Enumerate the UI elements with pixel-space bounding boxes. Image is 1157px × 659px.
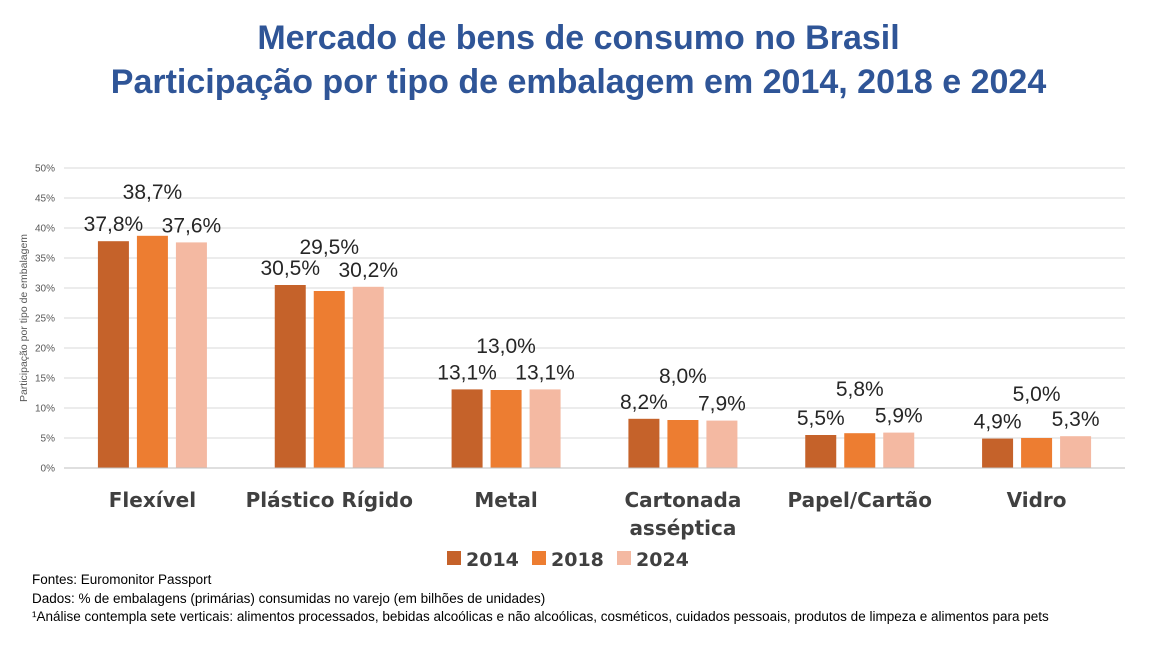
y-tick-label: 10% bbox=[35, 404, 55, 415]
data-label-2014: 8,2% bbox=[620, 391, 668, 414]
y-axis-title: Participação por tipo de embalagem bbox=[18, 234, 30, 402]
y-tick-label: 45% bbox=[35, 194, 55, 205]
y-tick-label: 50% bbox=[35, 164, 55, 175]
legend-label-2024: 2024 bbox=[636, 549, 689, 571]
y-tick-label: 25% bbox=[35, 314, 55, 325]
bar-2018 bbox=[1021, 438, 1053, 468]
bar-2024 bbox=[706, 420, 738, 468]
bar-2024 bbox=[175, 242, 207, 468]
chart-title: Mercado de bens de consumo no Brasil Par… bbox=[0, 16, 1157, 104]
bar-chart: 0% 5% 10% 15% 20% 25% 30% 35% 40% 45% 50% Participa… bbox=[18, 164, 1125, 571]
data-label-2024: 7,9% bbox=[698, 393, 746, 416]
footnote-scope: ¹Análise contempla sete verticais: alime… bbox=[32, 609, 1049, 624]
bar-2018 bbox=[490, 390, 522, 468]
y-tick-label: 5% bbox=[41, 434, 56, 445]
data-label-2014: 30,5% bbox=[260, 257, 320, 280]
data-label-2024: 30,2% bbox=[338, 259, 398, 282]
x-category-label: asséptica bbox=[629, 516, 736, 540]
data-label-2014: 37,8% bbox=[84, 213, 144, 236]
bar-2018 bbox=[136, 235, 168, 468]
data-label-2018: 38,7% bbox=[123, 181, 183, 204]
x-category-label: Flexível bbox=[109, 488, 196, 512]
data-label-2018: 29,5% bbox=[299, 236, 359, 259]
y-tick-label: 40% bbox=[35, 224, 55, 235]
bar-2018 bbox=[313, 291, 345, 468]
legend-swatch-2018 bbox=[532, 551, 546, 565]
data-label-2014: 13,1% bbox=[437, 361, 497, 384]
bar-2014 bbox=[628, 418, 660, 468]
chart-title-line-1: Mercado de bens de consumo no Brasil bbox=[257, 19, 900, 57]
legend-swatch-2024 bbox=[617, 551, 631, 565]
bar-2014 bbox=[274, 285, 306, 468]
legend-label-2018: 2018 bbox=[551, 549, 604, 571]
bar-2024 bbox=[352, 286, 384, 468]
data-label-2018: 5,8% bbox=[836, 378, 884, 401]
data-label-2024: 37,6% bbox=[162, 214, 222, 237]
bar-2024 bbox=[883, 432, 915, 468]
footnotes: Fontes: Euromonitor Passport Dados: % de… bbox=[32, 571, 1049, 627]
y-tick-label: 0% bbox=[41, 464, 56, 475]
bar-2014 bbox=[982, 438, 1014, 468]
x-category-label: Vidro bbox=[1007, 488, 1067, 512]
x-category-label: Cartonada bbox=[624, 488, 741, 512]
data-label-2018: 13,0% bbox=[476, 335, 536, 358]
data-label-2014: 4,9% bbox=[974, 411, 1022, 434]
bar-2018 bbox=[844, 433, 876, 468]
bar-2014 bbox=[97, 241, 129, 468]
x-category-label: Papel/Cartão bbox=[788, 488, 933, 512]
bar-2018 bbox=[667, 420, 699, 468]
data-label-2018: 8,0% bbox=[659, 365, 707, 388]
y-tick-label: 20% bbox=[35, 344, 55, 355]
legend-swatch-2014 bbox=[447, 551, 461, 565]
data-label-2024: 5,3% bbox=[1052, 408, 1100, 431]
bar-2014 bbox=[451, 389, 483, 468]
chart-title-line-2: Participação por tipo de embalagem em 20… bbox=[110, 63, 1047, 101]
legend-label-2014: 2014 bbox=[466, 549, 519, 571]
data-label-2024: 5,9% bbox=[875, 405, 923, 428]
y-tick-label: 35% bbox=[35, 254, 55, 265]
x-category-label: Metal bbox=[474, 488, 537, 512]
data-label-2014: 5,5% bbox=[797, 407, 845, 430]
bar-2014 bbox=[805, 435, 837, 468]
bar-2024 bbox=[1060, 436, 1092, 468]
data-label-2018: 5,0% bbox=[1013, 383, 1061, 406]
footnote-data: Dados: % de embalagens (primárias) consu… bbox=[32, 590, 546, 606]
data-label-2024: 13,1% bbox=[515, 361, 575, 384]
bar-2024 bbox=[529, 389, 561, 468]
x-category-label: Plástico Rígido bbox=[246, 488, 413, 512]
footnote-source: Fontes: Euromonitor Passport bbox=[32, 572, 212, 587]
y-tick-label: 30% bbox=[35, 284, 55, 295]
y-tick-label: 15% bbox=[35, 374, 55, 385]
